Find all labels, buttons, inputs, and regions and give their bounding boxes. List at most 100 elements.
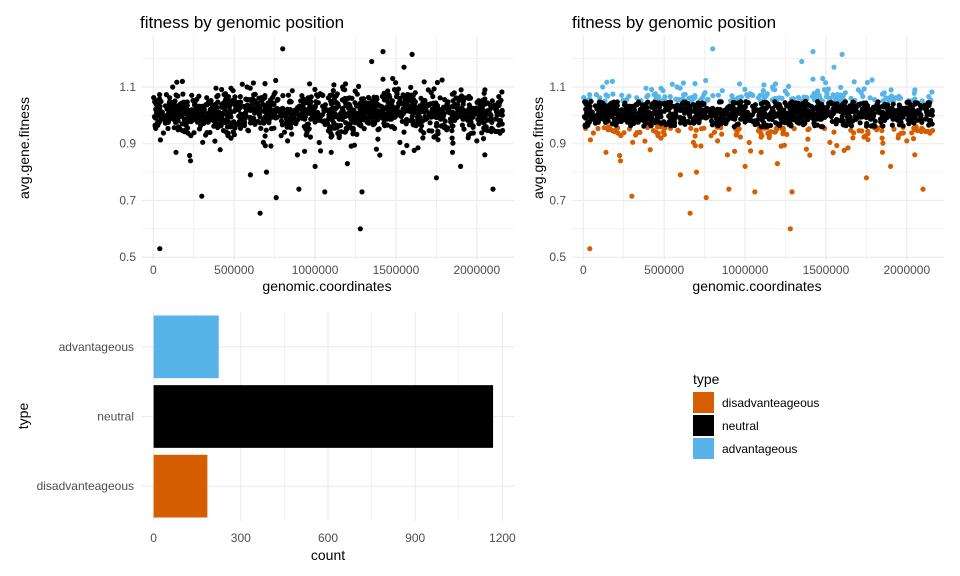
scatter-point — [413, 123, 419, 129]
scatter-point — [923, 105, 930, 111]
scatter-point — [912, 114, 918, 120]
scatter-point — [688, 125, 694, 131]
scatter-point — [898, 119, 904, 125]
legend-key — [693, 415, 714, 436]
scatter-point — [884, 105, 890, 111]
scatter-point — [769, 106, 776, 112]
scatter-point — [447, 116, 454, 122]
scatter-point — [904, 99, 910, 105]
scatter-point — [328, 124, 334, 130]
scatter-point — [680, 80, 687, 86]
scatter-point — [177, 113, 183, 119]
scatter-point — [204, 95, 210, 101]
bar-ylabel: type — [15, 403, 31, 430]
scatter-point — [617, 158, 624, 164]
scatter-point — [742, 86, 748, 92]
scatter-point — [638, 117, 644, 123]
scatter-point — [879, 149, 886, 155]
scatter-point — [864, 79, 871, 86]
scatter-point — [690, 139, 697, 145]
scatter-point — [201, 120, 207, 126]
scatter-point — [196, 126, 203, 132]
scatter-point — [645, 99, 651, 105]
scatter-point — [247, 172, 253, 178]
scatter-point — [666, 120, 672, 126]
scatter-point — [820, 104, 827, 110]
scatter-point — [724, 152, 731, 158]
scatter-point — [431, 134, 437, 140]
scatter-point — [255, 100, 261, 107]
scatter-point — [347, 103, 353, 109]
scatter-colored-points — [581, 46, 936, 252]
scatter-point — [738, 116, 744, 122]
scatter-point — [275, 97, 281, 103]
scatter-point — [257, 210, 263, 216]
scatter-point — [244, 84, 250, 90]
scatter-point — [621, 110, 627, 116]
scatter-point — [654, 102, 661, 108]
scatter-point — [830, 92, 836, 98]
scatter-point — [645, 92, 651, 99]
scatter-point — [774, 161, 781, 167]
x-tick-label: 1000000 — [722, 263, 769, 277]
scatter-point — [414, 114, 421, 120]
scatter-point — [250, 80, 256, 86]
scatter-point — [259, 108, 265, 114]
scatter-point — [304, 129, 310, 135]
scatter-point — [450, 123, 456, 129]
legend-label: advantageous — [722, 442, 797, 456]
scatter-point — [270, 94, 276, 100]
x-tick-label: 0 — [580, 263, 587, 277]
scatter-point — [180, 91, 186, 97]
y-tick-label: 0.9 — [549, 137, 566, 151]
scatter-point — [754, 118, 760, 124]
scatter-point — [825, 108, 831, 114]
scatter-point — [755, 128, 762, 134]
scatter-point — [363, 102, 369, 108]
scatter-point — [444, 101, 450, 107]
scatter-point — [716, 99, 723, 105]
scatter-point — [590, 115, 596, 121]
scatter-point — [698, 126, 705, 132]
scatter-point — [810, 76, 816, 82]
scatter-point — [752, 102, 759, 108]
scatter-point — [322, 102, 328, 108]
scatter-point — [263, 115, 269, 121]
scatter-point — [732, 100, 738, 106]
scatter-point — [298, 98, 304, 104]
scatter-point — [770, 84, 776, 90]
scatter-point — [398, 113, 404, 119]
scatter-point — [178, 103, 184, 109]
scatter-point — [801, 100, 807, 106]
scatter-point — [390, 124, 396, 130]
scatter-point — [679, 101, 685, 107]
scatter-point — [661, 132, 668, 138]
scatter-point — [658, 135, 664, 141]
scatter-point — [307, 134, 313, 140]
scatter-point — [818, 116, 824, 122]
scatter-point — [468, 119, 474, 125]
scatter-point — [201, 107, 207, 113]
scatter-point — [479, 98, 485, 104]
scatter-point — [930, 127, 936, 134]
scatter-point — [408, 117, 415, 123]
scatter-point — [369, 98, 375, 104]
scatter-point — [737, 81, 743, 87]
scatter-point — [601, 125, 607, 131]
bar-xticks: 0 300 600 900 1200 — [150, 531, 516, 545]
scatter-point — [380, 49, 386, 55]
scatter-point — [390, 104, 396, 110]
scatter-point — [904, 138, 910, 144]
scatter-point — [702, 109, 708, 115]
scatter-point — [400, 92, 406, 98]
scatter-point — [358, 123, 364, 129]
scatter-point — [228, 135, 234, 141]
x-tick-label: 1200 — [489, 531, 516, 545]
scatter-point — [485, 108, 491, 114]
scatter-point — [315, 100, 321, 106]
scatter-point — [604, 79, 610, 85]
scatter-point — [748, 148, 754, 154]
scatter-point — [605, 93, 611, 99]
scatter-point — [324, 107, 330, 113]
